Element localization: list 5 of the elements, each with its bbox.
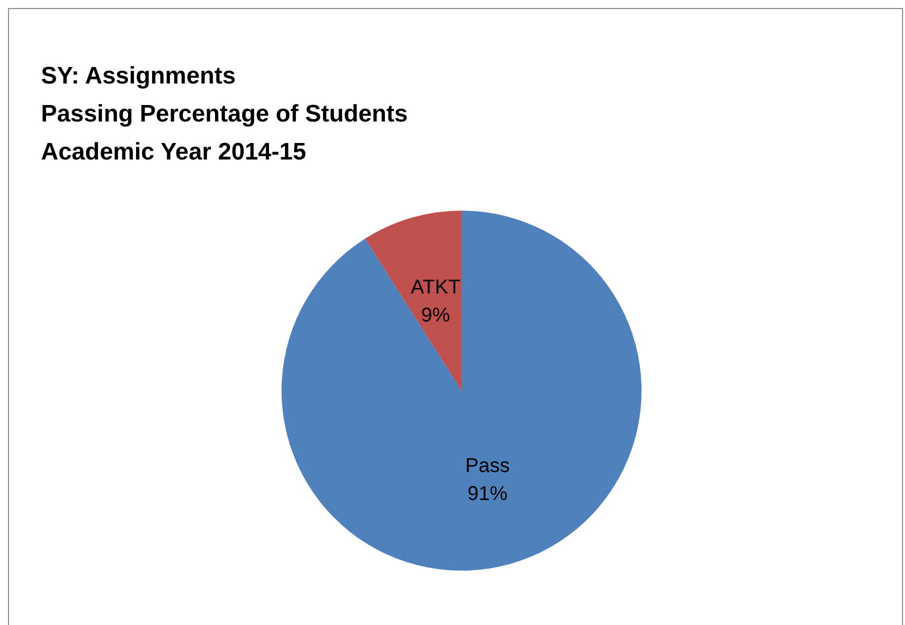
slice-label: ATKT — [410, 276, 460, 298]
data-label: 9% — [421, 304, 450, 326]
chart-title: SY: Assignments Passing Percentage of Students Academic Year 2014-15 — [41, 62, 408, 166]
slice-label: Pass — [465, 454, 510, 477]
data-label: 91% — [467, 482, 508, 505]
